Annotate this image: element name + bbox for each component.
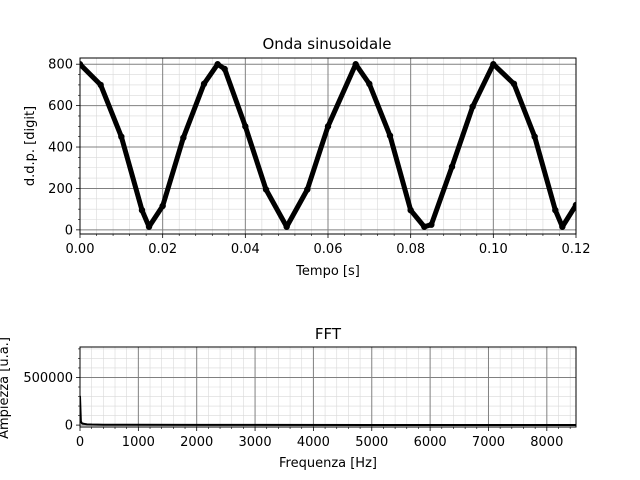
sine-chart-point [242,123,249,130]
sine-chart-point [118,133,125,140]
sine-chart-point [448,163,456,170]
sine-chart-point [421,223,428,230]
sine-chart-point [386,132,394,139]
sine-chart-x-tick-label: 0.06 [314,242,343,257]
sine-chart-x-tick-label: 0.02 [148,242,177,257]
sine-chart-y-tick-label: 400 [48,141,73,156]
fft-chart-x-tick-label: 7000 [472,435,505,450]
sine-chart-series [80,61,576,230]
sine-chart-point [180,134,187,141]
fft-chart-series [80,395,576,426]
sine-chart: Onda sinusoidale 0.00 0.02 0.04 0.06 0.08 0.1… [23,35,590,279]
sine-chart-point [572,201,576,209]
fft-chart-x-tick-label: 1000 [122,435,155,450]
sine-chart-point [80,61,84,68]
sine-chart-point [200,80,208,88]
sine-chart-point [145,223,153,230]
sine-chart-y-ticks: 0 200 400 600 800 [48,58,80,238]
sine-chart-point [97,81,104,89]
fft-chart-x-tick-label: 8000 [530,435,563,450]
sine-chart-point [469,103,476,110]
fft-chart-title: FFT [315,325,342,343]
fft-chart-series-line [80,395,576,426]
sine-chart-x-tick-label: 0.04 [231,242,260,257]
sine-chart-x-tick-label: 0.00 [66,242,95,257]
fft-chart-x-tick-label: 2000 [180,435,213,450]
sine-chart-point [559,223,566,230]
fft-chart-x-tick-label: 4000 [297,435,330,450]
sine-chart-point [221,65,228,73]
sine-chart-point [304,186,311,193]
fft-chart-x-tick-label: 6000 [414,435,447,450]
sine-chart-y-label: d.d.p. [digit] [23,106,38,186]
fft-chart-x-tick-label: 3000 [239,435,272,450]
sine-chart-point [552,206,559,214]
sine-chart-point [283,223,290,230]
sine-chart-y-tick-label: 0 [65,223,73,238]
fft-chart-y-ticks: 0 500000 [23,348,80,434]
sine-chart-x-tick-label: 0.12 [562,242,591,257]
sine-chart-x-ticks: 0.00 0.02 0.04 0.06 0.08 0.10 0.12 [66,234,591,257]
sine-chart-x-tick-label: 0.10 [479,242,508,257]
sine-chart-point [428,221,435,228]
sine-chart-point [407,206,414,214]
sine-chart-point [262,186,270,193]
sine-chart-point [531,133,538,140]
sine-chart-point [352,61,359,68]
sine-chart-point [214,61,221,68]
sine-chart-y-tick-label: 600 [48,99,73,114]
fft-chart-x-tick-label: 0 [76,435,84,450]
fft-chart-y-label: Ampiezza [u.a.] [0,337,12,439]
sine-chart-x-label: Tempo [s] [295,264,360,279]
sine-chart-title: Onda sinusoidale [262,35,391,53]
sine-chart-point [510,80,518,88]
sine-chart-y-tick-label: 800 [48,58,73,73]
sine-chart-point [366,80,373,88]
fft-chart-x-label: Frequenza [Hz] [279,456,377,471]
fft-chart-minor-grid [80,347,576,427]
sine-chart-x-tick-label: 0.08 [396,242,425,257]
fft-chart-x-tick-label: 5000 [355,435,388,450]
sine-chart-point [138,206,146,214]
fft-chart-y-tick-label: 0 [65,419,73,434]
fft-chart-x-ticks: 0 1000 2000 3000 4000 5000 6000 7000 8000 [76,427,571,450]
fft-chart-y-tick-label: 500000 [23,371,73,386]
sine-chart-point [159,202,166,210]
sine-chart-point [490,61,497,68]
sine-chart-point [324,123,332,130]
fft-chart: FFT 0 1000 2000 3000 4000 5000 6000 7000 8000 0 5… [0,325,577,471]
sine-chart-y-tick-label: 200 [48,182,73,197]
